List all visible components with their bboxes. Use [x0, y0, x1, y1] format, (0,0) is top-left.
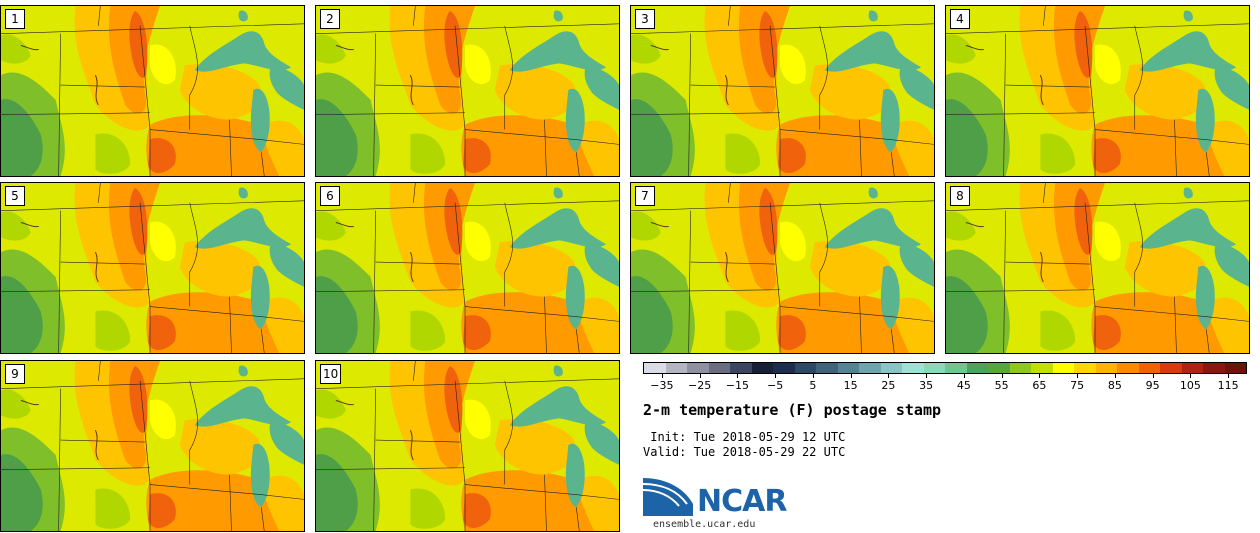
- colorbar-swatch: [751, 363, 773, 373]
- colorbar-swatch: [1009, 363, 1031, 373]
- colorbar-tick-label: 35: [919, 379, 934, 392]
- colorbar-swatch: [1117, 363, 1139, 373]
- colorbar-tick-label: 15: [843, 379, 858, 392]
- colorbar-tick-mark: [888, 374, 890, 378]
- colorbar-tick-mark: [1228, 374, 1230, 378]
- member-number-label: 2: [320, 9, 340, 29]
- colorbar-swatch: [902, 363, 924, 373]
- colorbar-swatch: [1138, 363, 1160, 373]
- colorbar-swatch: [708, 363, 730, 373]
- colorbar-swatch: [966, 363, 988, 373]
- temperature-map: [1, 6, 304, 176]
- colorbar-swatch: [1160, 363, 1182, 373]
- colorbar-tick-label: 5: [809, 379, 817, 392]
- member-panel: 7: [630, 182, 935, 354]
- colorbar-swatch: [816, 363, 838, 373]
- member-panel: 5: [0, 182, 305, 354]
- colorbar-tick-mark: [1190, 374, 1192, 378]
- member-number-label: 6: [320, 186, 340, 206]
- site-url: ensemble.ucar.edu: [653, 519, 756, 530]
- temperature-colorbar: [643, 362, 1247, 374]
- member-panel: 3: [630, 5, 935, 177]
- colorbar-tick-mark: [812, 374, 814, 378]
- colorbar-tick-mark: [775, 374, 777, 378]
- colorbar-tick-mark: [850, 374, 852, 378]
- temperature-map: [946, 183, 1249, 353]
- colorbar-swatch: [880, 363, 902, 373]
- member-panel: 6: [315, 182, 620, 354]
- member-panel: 2: [315, 5, 620, 177]
- member-number-label: 3: [635, 9, 655, 29]
- colorbar-tick-label: 25: [881, 379, 896, 392]
- colorbar-swatch: [1203, 363, 1225, 373]
- colorbar-tick-mark: [1001, 374, 1003, 378]
- member-panel: 9: [0, 360, 305, 532]
- member-number-label: 7: [635, 186, 655, 206]
- init-time: Init: Tue 2018-05-29 12 UTC: [643, 430, 846, 444]
- member-number-label: 5: [5, 186, 25, 206]
- member-panel: 8: [945, 182, 1250, 354]
- ncar-logo-icon: [643, 478, 693, 516]
- colorbar-tick-label: −15: [725, 379, 749, 392]
- colorbar-swatch: [1181, 363, 1203, 373]
- colorbar-tick-label: −25: [688, 379, 712, 392]
- temperature-map: [631, 6, 934, 176]
- member-number-label: 10: [320, 364, 342, 384]
- colorbar-swatch: [644, 363, 666, 373]
- colorbar-tick-label: 115: [1217, 379, 1239, 392]
- colorbar-swatch: [1224, 363, 1246, 373]
- colorbar-swatch: [1031, 363, 1053, 373]
- colorbar-tick-label: 75: [1070, 379, 1085, 392]
- colorbar-swatch: [988, 363, 1010, 373]
- member-number-label: 9: [5, 364, 25, 384]
- member-panel: 10: [315, 360, 620, 532]
- colorbar-swatch: [923, 363, 945, 373]
- valid-time: Valid: Tue 2018-05-29 22 UTC: [643, 445, 846, 459]
- colorbar-swatch: [859, 363, 881, 373]
- colorbar-swatch: [665, 363, 687, 373]
- logo-wordmark: NCAR: [697, 484, 787, 519]
- colorbar-tick-mark: [1077, 374, 1079, 378]
- colorbar-tick-mark: [1039, 374, 1041, 378]
- colorbar-swatch: [687, 363, 709, 373]
- colorbar-swatch: [1074, 363, 1096, 373]
- colorbar-tick-mark: [963, 374, 965, 378]
- temperature-map: [946, 6, 1249, 176]
- colorbar-tick-mark: [699, 374, 701, 378]
- colorbar-tick-label: 95: [1145, 379, 1160, 392]
- temperature-map: [1, 183, 304, 353]
- colorbar-tick-label: 55: [994, 379, 1009, 392]
- colorbar-tick-label: 85: [1107, 379, 1122, 392]
- colorbar-tick-mark: [926, 374, 928, 378]
- temperature-map: [316, 183, 619, 353]
- colorbar-swatch: [1052, 363, 1074, 373]
- chart-title: 2-m temperature (F) postage stamp: [643, 401, 942, 419]
- member-panel: 4: [945, 5, 1250, 177]
- colorbar-ticks: −35 −25 −15 −5 5 15 25 35 45 55 65 75 85 95 105 115: [643, 374, 1247, 394]
- member-panel: 1: [0, 5, 305, 177]
- temperature-map: [1, 361, 304, 531]
- colorbar-tick-mark: [737, 374, 739, 378]
- colorbar-swatch: [773, 363, 795, 373]
- member-number-label: 1: [5, 9, 25, 29]
- colorbar-swatch: [1095, 363, 1117, 373]
- temperature-map: [316, 6, 619, 176]
- temperature-map: [316, 361, 619, 531]
- colorbar-tick-mark: [1114, 374, 1116, 378]
- colorbar-tick-label: 45: [956, 379, 971, 392]
- colorbar-swatch: [730, 363, 752, 373]
- colorbar-tick-label: 65: [1032, 379, 1047, 392]
- temperature-map: [631, 183, 934, 353]
- colorbar-swatch: [794, 363, 816, 373]
- colorbar-swatch: [945, 363, 967, 373]
- member-number-label: 4: [950, 9, 970, 29]
- colorbar-tick-label: 105: [1179, 379, 1201, 392]
- colorbar-tick-mark: [1152, 374, 1154, 378]
- member-number-label: 8: [950, 186, 970, 206]
- colorbar-tick-label: −35: [650, 379, 674, 392]
- colorbar-swatch: [837, 363, 859, 373]
- colorbar-tick-label: −5: [767, 379, 784, 392]
- colorbar-tick-mark: [661, 374, 663, 378]
